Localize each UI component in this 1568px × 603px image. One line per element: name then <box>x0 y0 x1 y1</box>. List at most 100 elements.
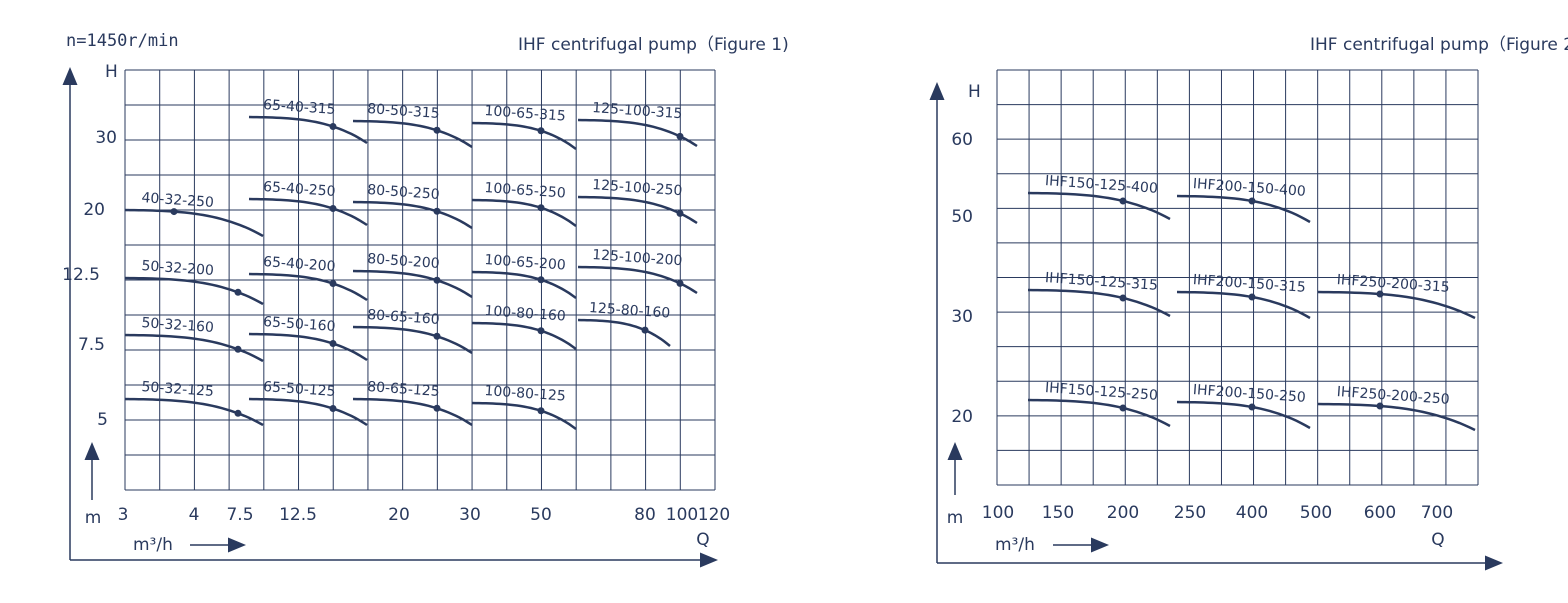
curve-label: 80-65-125 <box>367 379 440 400</box>
duty-point <box>433 126 441 134</box>
duty-point <box>537 204 545 212</box>
x-tick-label: 100 <box>666 505 698 525</box>
x-tick-label: 3 <box>118 505 129 525</box>
x-tick-label: 80 <box>634 505 656 525</box>
y-axis-label: H <box>105 62 118 82</box>
duty-point <box>1119 404 1127 412</box>
curve-label: IHF200-150-315 <box>1192 272 1306 296</box>
performance-curve <box>1027 191 1171 221</box>
duty-point <box>1119 294 1127 302</box>
curve-label: IHF150-125-315 <box>1044 270 1158 294</box>
x-tick-label: 400 <box>1236 503 1268 523</box>
performance-curve <box>124 208 264 238</box>
duty-point <box>329 340 337 348</box>
duty-point <box>234 409 242 417</box>
performance-curve <box>1176 400 1311 430</box>
y-tick-label: 7.5 <box>78 335 105 355</box>
y-tick-label: 60 <box>951 130 973 150</box>
curve-label: IHF150-125-250 <box>1044 380 1158 404</box>
chart-title: IHF centrifugal pump（Figure 1) <box>518 35 789 55</box>
curve-label: 100-80-160 <box>484 303 566 325</box>
curve-label: IHF250-200-315 <box>1336 272 1450 296</box>
curve-label: 100-65-250 <box>484 180 566 202</box>
duty-point <box>1376 290 1384 298</box>
curve-label: 65-50-160 <box>263 314 336 335</box>
y-tick-label: 30 <box>95 128 117 148</box>
y-tick-label: 20 <box>83 200 105 220</box>
x-unit: m³/h <box>995 535 1035 555</box>
performance-curve <box>1176 290 1311 320</box>
curve-label: 40-32-250 <box>141 190 214 211</box>
curve-label: 65-40-250 <box>263 179 336 200</box>
y-unit: m <box>947 508 964 528</box>
curve-label: 125-80-160 <box>588 300 670 322</box>
performance-curve <box>248 332 368 362</box>
curve-label: 80-65-160 <box>367 307 440 328</box>
duty-point <box>1376 402 1384 410</box>
y-tick-label: 20 <box>951 407 973 427</box>
x-tick-label: 250 <box>1174 503 1206 523</box>
y-axis-label: H <box>968 82 981 102</box>
curve-label: IHF200-150-250 <box>1192 382 1306 406</box>
performance-curve <box>248 115 368 145</box>
performance-curve <box>352 200 473 230</box>
performance-curve <box>1176 194 1311 224</box>
y-unit: m <box>85 508 102 528</box>
curve-label: IHF200-150-400 <box>1192 176 1306 200</box>
performance-curve <box>248 197 368 227</box>
performance-curve <box>352 397 473 427</box>
x-tick-label: 4 <box>189 505 200 525</box>
duty-point <box>1248 403 1256 411</box>
y-tick-label: 30 <box>951 307 973 327</box>
duty-point <box>433 276 441 284</box>
curve-label: 50-32-125 <box>141 379 214 400</box>
x-tick-label: 120 <box>698 505 730 525</box>
curve-label: 125-100-200 <box>592 247 683 269</box>
performance-curve <box>471 270 577 300</box>
duty-point <box>234 288 242 296</box>
x-tick-label: 700 <box>1421 503 1453 523</box>
curve-label: 125-100-250 <box>592 177 683 199</box>
duty-point <box>537 327 545 335</box>
performance-curve <box>471 321 577 351</box>
performance-curve <box>1317 402 1476 432</box>
performance-curve <box>577 318 671 347</box>
y-tick-label: 50 <box>951 207 973 227</box>
duty-point <box>329 405 337 413</box>
x-tick-label: 12.5 <box>279 505 317 525</box>
duty-point <box>170 208 178 216</box>
x-tick-label: 30 <box>459 505 481 525</box>
y-tick-label: 12.5 <box>62 265 100 285</box>
performance-curve <box>1027 398 1171 428</box>
curve-label: 100-65-315 <box>484 103 566 125</box>
curve-label: 65-50-125 <box>263 379 336 400</box>
duty-point <box>433 404 441 412</box>
performance-curve <box>352 269 473 299</box>
duty-point <box>1248 293 1256 301</box>
x-tick-label: 150 <box>1042 503 1074 523</box>
duty-point <box>234 345 242 353</box>
duty-point <box>433 332 441 340</box>
duty-point <box>329 123 337 131</box>
performance-curve <box>352 119 473 149</box>
performance-curve <box>471 198 577 228</box>
duty-point <box>676 132 684 140</box>
performance-curve <box>1027 288 1171 318</box>
curve-label: 100-65-200 <box>484 252 566 274</box>
duty-point <box>676 209 684 217</box>
x-unit: m³/h <box>133 535 173 555</box>
performance-curve <box>1317 290 1476 320</box>
curve-label: 65-40-315 <box>263 97 336 118</box>
x-tick-label: 200 <box>1107 503 1139 523</box>
duty-point <box>537 407 545 415</box>
curve-label: 80-50-250 <box>367 182 440 203</box>
duty-point <box>641 326 649 334</box>
performance-curve <box>471 121 577 151</box>
x-axis-label: Q <box>696 530 709 550</box>
duty-point <box>1248 197 1256 205</box>
x-tick-label: 20 <box>388 505 410 525</box>
x-tick-label: 600 <box>1364 503 1396 523</box>
curve-label: 80-50-315 <box>367 101 440 122</box>
curve-label: 50-32-200 <box>141 258 214 279</box>
x-tick-label: 7.5 <box>226 505 253 525</box>
